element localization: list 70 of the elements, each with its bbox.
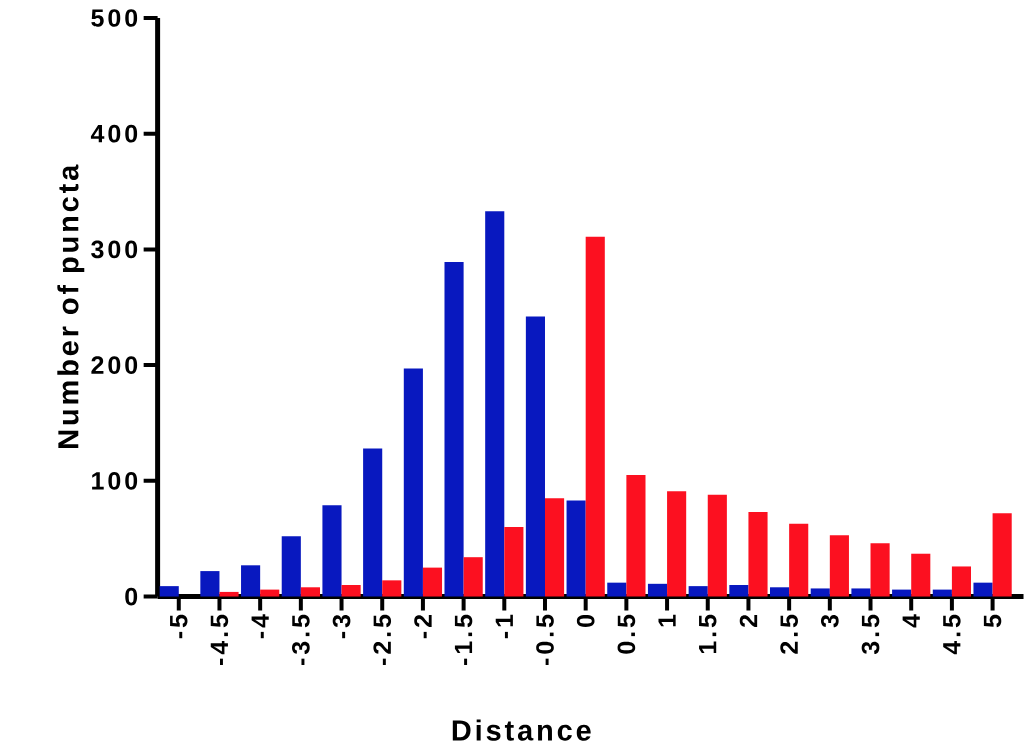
bar bbox=[525, 316, 545, 597]
bar bbox=[403, 368, 423, 597]
bar bbox=[810, 588, 830, 597]
y-tick-label: 200 bbox=[91, 356, 138, 374]
bar bbox=[159, 586, 179, 597]
x-tick-label: 4 bbox=[902, 614, 920, 628]
x-tick-label: -0.5 bbox=[536, 614, 554, 665]
bar bbox=[892, 589, 912, 597]
bar bbox=[200, 571, 220, 597]
bar bbox=[422, 567, 443, 597]
x-tick-label: -1.5 bbox=[454, 614, 473, 665]
y-tick-label: 500 bbox=[91, 9, 138, 27]
x-tick-label: -3.5 bbox=[292, 614, 310, 665]
bar bbox=[341, 584, 361, 597]
bar bbox=[504, 527, 524, 597]
bar bbox=[626, 474, 646, 597]
x-tick-label: 3.5 bbox=[861, 614, 880, 655]
y-tick-label: 100 bbox=[92, 471, 138, 490]
x-tick-label: 3 bbox=[820, 614, 839, 628]
bar bbox=[363, 448, 383, 597]
bar bbox=[870, 543, 890, 597]
x-tick-label: -2 bbox=[414, 614, 432, 639]
bar bbox=[729, 584, 749, 597]
bar bbox=[829, 535, 849, 597]
x-tick-label: -5 bbox=[170, 614, 188, 639]
bar bbox=[667, 491, 687, 597]
x-tick-label: 0 bbox=[576, 614, 595, 627]
bar bbox=[688, 586, 708, 597]
bar bbox=[851, 588, 871, 597]
x-tick-label: -3 bbox=[332, 614, 351, 639]
bar bbox=[932, 589, 952, 597]
bar bbox=[219, 591, 239, 597]
x-tick-label: 4.5 bbox=[943, 614, 961, 655]
x-tick-label: 1.5 bbox=[699, 614, 717, 654]
bar bbox=[585, 236, 605, 597]
x-tick-label: 2.5 bbox=[780, 614, 798, 654]
bar bbox=[544, 498, 565, 597]
x-tick-label: 5 bbox=[983, 614, 1002, 628]
x-tick-label: 2 bbox=[739, 614, 758, 627]
x-tick-label: -4 bbox=[251, 614, 269, 639]
bar bbox=[485, 211, 505, 597]
bar bbox=[607, 582, 627, 597]
bar bbox=[281, 536, 301, 597]
bar bbox=[707, 494, 727, 597]
bar bbox=[789, 523, 809, 597]
bar bbox=[382, 580, 402, 597]
y-tick-label: 400 bbox=[90, 124, 138, 143]
bar bbox=[444, 262, 464, 597]
bar bbox=[647, 583, 668, 597]
bar bbox=[260, 589, 280, 597]
x-tick-label: -1 bbox=[495, 614, 513, 639]
bar bbox=[463, 557, 483, 597]
bar bbox=[241, 565, 261, 597]
x-tick-label: -4.5 bbox=[210, 614, 229, 665]
x-axis-title: Distance bbox=[452, 719, 591, 741]
bar bbox=[748, 511, 768, 597]
x-tick-label: -2.5 bbox=[373, 614, 392, 665]
bar bbox=[911, 553, 931, 597]
y-axis-title: Number of puncta bbox=[57, 164, 85, 448]
bar bbox=[973, 582, 993, 597]
y-tick-label: 300 bbox=[91, 240, 138, 259]
x-tick-label: 0.5 bbox=[617, 614, 636, 654]
x-tick-label: 1 bbox=[658, 614, 676, 627]
bar bbox=[992, 513, 1012, 597]
bar bbox=[300, 587, 320, 597]
bar bbox=[770, 587, 790, 597]
bar bbox=[951, 566, 972, 597]
bar bbox=[566, 500, 586, 597]
bar bbox=[322, 505, 342, 597]
y-tick-label: 0 bbox=[125, 587, 138, 606]
